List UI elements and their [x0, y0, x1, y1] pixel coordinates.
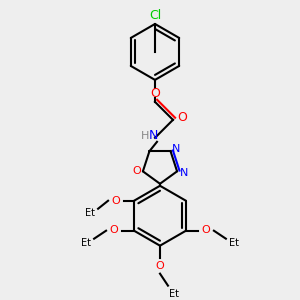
Text: N: N [180, 168, 188, 178]
Text: O: O [156, 261, 164, 271]
Text: O: O [110, 225, 118, 235]
Text: O: O [202, 225, 210, 235]
Text: H: H [141, 131, 149, 141]
Text: Et: Et [229, 238, 239, 248]
Text: Et: Et [85, 208, 95, 218]
Text: O: O [150, 87, 160, 101]
Text: O: O [133, 166, 141, 176]
Text: Et: Et [169, 289, 179, 298]
Text: O: O [177, 111, 187, 124]
Text: Cl: Cl [149, 10, 161, 22]
Text: N: N [148, 129, 158, 142]
Text: N: N [172, 144, 181, 154]
Text: Et: Et [81, 238, 91, 248]
Text: O: O [112, 196, 120, 206]
